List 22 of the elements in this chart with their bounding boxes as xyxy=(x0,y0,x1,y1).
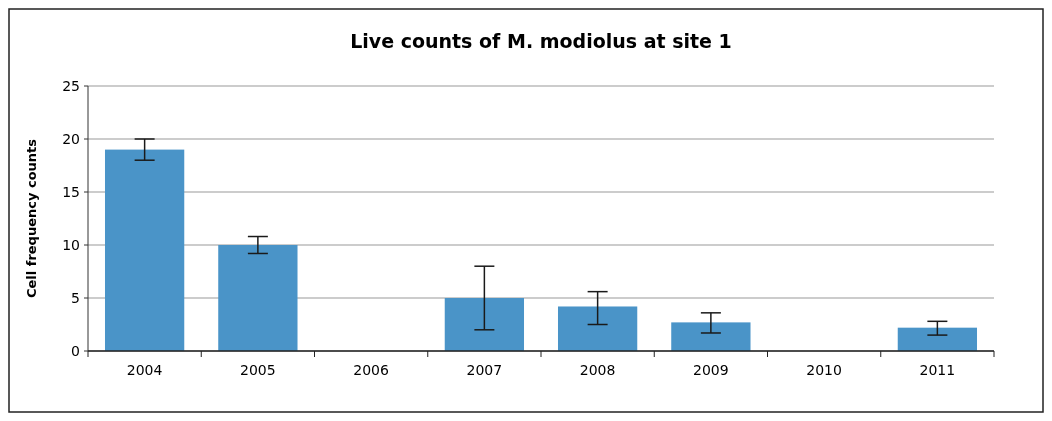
x-tick-label: 2005 xyxy=(240,362,276,378)
x-tick-label: 2006 xyxy=(353,362,390,378)
chart-title: Live counts of M. modiolus at site 1 xyxy=(350,30,732,52)
x-tick-label: 2010 xyxy=(806,362,842,378)
bar xyxy=(104,149,185,351)
x-tick-label: 2008 xyxy=(579,362,616,378)
x-tick-label: 2009 xyxy=(693,362,729,378)
x-tick-label: 2007 xyxy=(466,362,503,378)
y-tick-label: 20 xyxy=(62,130,80,147)
bar xyxy=(557,306,638,351)
y-tick-label: 0 xyxy=(71,342,80,359)
y-tick-label: 25 xyxy=(62,77,80,94)
bar xyxy=(671,322,751,351)
bar xyxy=(444,298,525,351)
y-axis-title: Cell frequency counts xyxy=(24,138,39,299)
x-tick-label: 2004 xyxy=(126,362,163,378)
x-tick-label: 2011 xyxy=(919,362,956,378)
y-tick-label: 15 xyxy=(62,183,80,200)
bar xyxy=(897,327,978,351)
y-tick-label: 10 xyxy=(62,236,80,253)
y-tick-label: 5 xyxy=(71,289,80,306)
bar xyxy=(218,245,298,351)
